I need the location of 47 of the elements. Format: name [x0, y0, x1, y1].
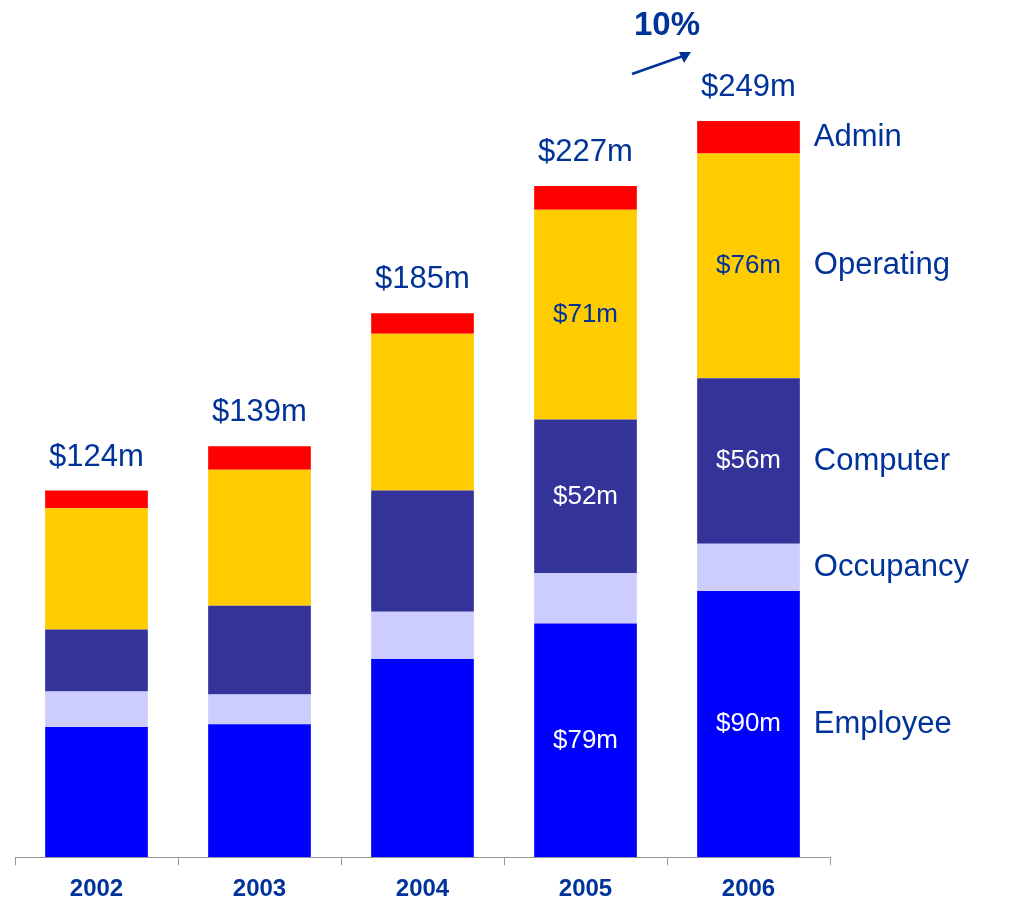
bar — [371, 611, 474, 660]
total-label: $139m — [212, 393, 307, 429]
bar — [534, 186, 637, 210]
total-label: $124m — [49, 437, 144, 473]
x-tick-label: 2002 — [69, 874, 124, 902]
total-label: $185m — [375, 260, 470, 296]
text: 10% — [633, 5, 701, 43]
series-label: Admin — [813, 117, 902, 153]
series-label: Computer — [813, 441, 950, 477]
bar — [208, 446, 311, 470]
series-label: Occupancy — [813, 547, 970, 583]
bar — [534, 623, 637, 858]
bar — [45, 629, 148, 692]
bar — [534, 209, 637, 420]
data-label: $56m — [715, 444, 782, 475]
series-label: Operating — [813, 246, 950, 282]
bar — [697, 378, 800, 544]
data-label: $71m — [552, 297, 619, 328]
x-tick-label: 2004 — [395, 874, 450, 902]
total-label: $249m — [701, 68, 796, 103]
series-label: Employee — [813, 704, 952, 740]
total-label: $227m — [538, 133, 633, 169]
bar — [371, 333, 474, 491]
bar — [208, 724, 311, 858]
data-label: $76m — [715, 249, 782, 280]
bar — [208, 469, 311, 606]
x-tick-label: 2005 — [558, 874, 613, 902]
bar — [371, 659, 474, 858]
bar — [534, 573, 637, 624]
bar — [697, 120, 800, 154]
bar — [45, 691, 148, 728]
bar — [208, 605, 311, 695]
bar — [697, 153, 800, 379]
bar — [45, 508, 148, 630]
x-tick-label: 2003 — [232, 874, 287, 902]
bar — [534, 419, 637, 574]
bar — [45, 490, 148, 509]
data-label: $79m — [552, 723, 619, 754]
bar — [697, 591, 800, 858]
bar — [371, 313, 474, 334]
bar — [371, 490, 474, 612]
bar — [45, 727, 148, 858]
data-label: $90m — [715, 707, 782, 738]
bar — [208, 694, 311, 725]
bar — [697, 543, 800, 592]
x-tick-label: 2006 — [721, 874, 776, 902]
data-label: $52m — [552, 479, 619, 510]
